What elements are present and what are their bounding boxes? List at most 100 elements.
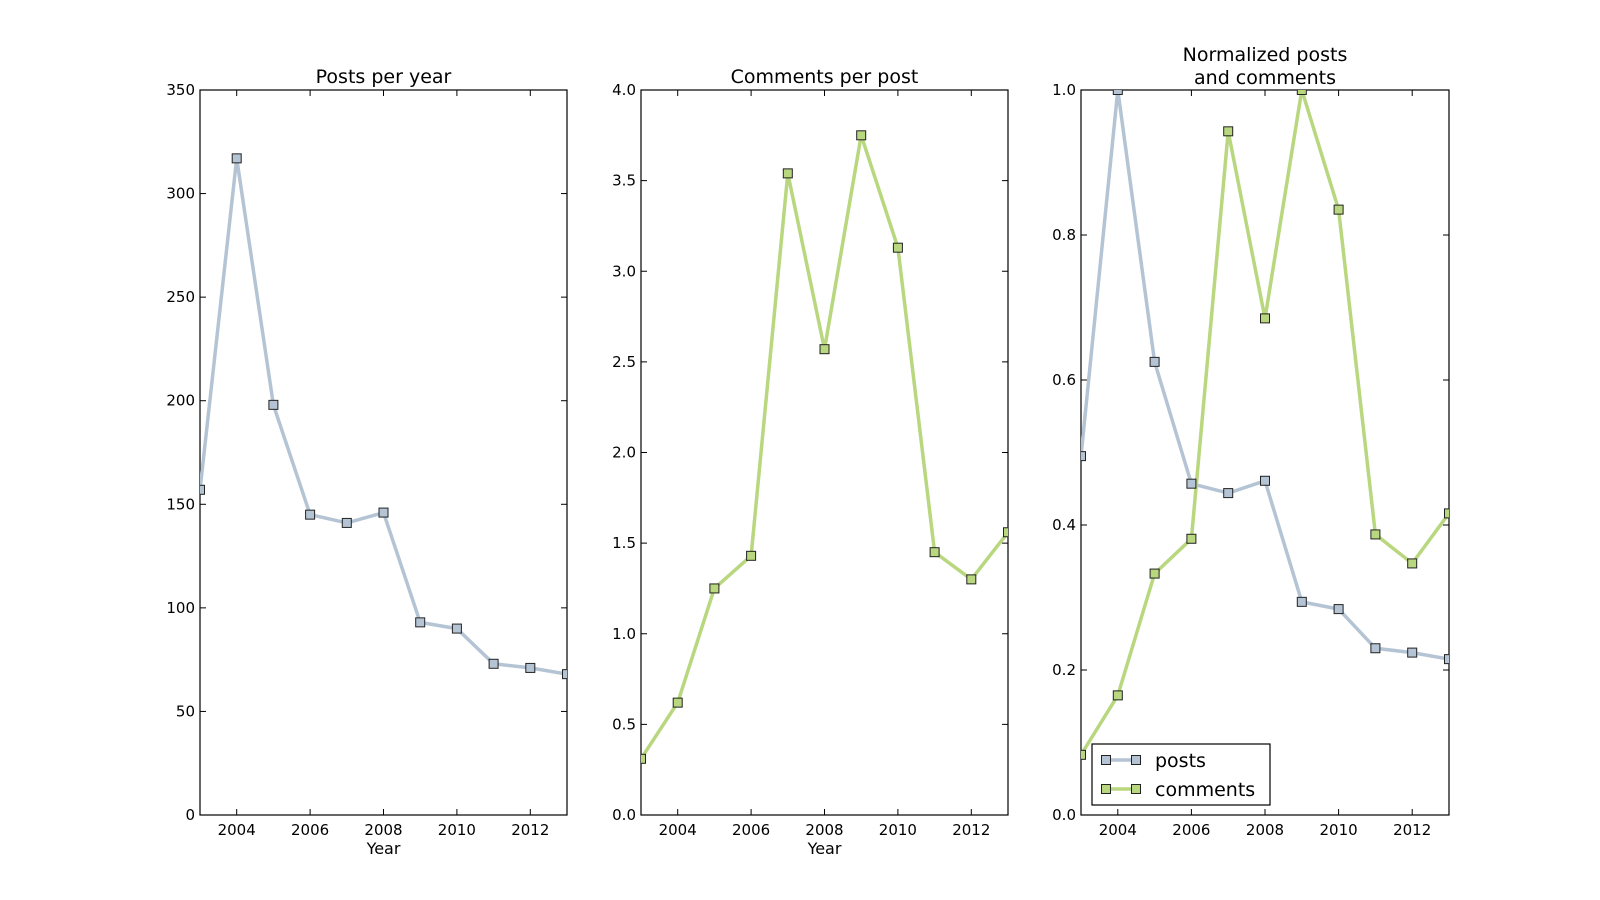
legend-label-comments: comments [1155, 779, 1255, 801]
data-point-comments [856, 130, 867, 141]
data-point-posts [1444, 654, 1449, 665]
x-tick-label: 2010 [879, 821, 917, 839]
y-tick-label: 1.5 [612, 534, 636, 552]
y-tick-label: 0 [185, 806, 195, 824]
x-tick-label: 2004 [659, 821, 697, 839]
data-point-posts [378, 507, 389, 518]
chart-posts-per-year: 2004 2006 2008 2010 2012 0 50 100 150 200 250 300 35… [166, 66, 568, 858]
data-point-posts [1223, 488, 1234, 499]
y-tick-label: 0.4 [1052, 516, 1076, 534]
y-tick-label: 0.5 [612, 715, 636, 733]
y-tick-label: 3.0 [612, 262, 636, 280]
data-point-posts [562, 669, 567, 680]
y-tick-label: 2.5 [612, 353, 636, 371]
y-tick-label: 4.0 [612, 81, 636, 99]
y-tick-label: 1.0 [612, 625, 636, 643]
x-tick-label: 2010 [1320, 821, 1358, 839]
data-point-comments [746, 550, 757, 561]
x-tick-label: 2006 [1172, 821, 1210, 839]
x-tick-label: 2006 [732, 821, 770, 839]
data-point-comments [1296, 90, 1307, 95]
data-point-comments [819, 344, 830, 355]
data-point-posts [268, 399, 279, 410]
y-tick-label: 150 [166, 495, 195, 513]
plot-area [200, 153, 567, 680]
data-point-comments [1407, 558, 1418, 569]
y-tick-label: 0.8 [1052, 226, 1076, 244]
y-tick-label: 2.0 [612, 444, 636, 462]
y-tick-label: 250 [166, 288, 195, 306]
legend-swatch-marker-posts [1101, 755, 1111, 765]
data-point-posts [415, 617, 426, 628]
data-point-comments [641, 753, 646, 764]
x-tick-label: 2008 [805, 821, 843, 839]
data-point-comments [929, 547, 940, 558]
plot-area [641, 130, 1008, 764]
y-tick-label: 200 [166, 392, 195, 410]
data-point-comments [709, 583, 720, 594]
data-point-comments [1112, 690, 1123, 701]
series-line-posts [1081, 90, 1449, 661]
x-tick-label: 2006 [291, 821, 329, 839]
chart-title-line: Normalized posts [1183, 44, 1348, 66]
data-point-comments [1370, 529, 1381, 540]
data-point-posts [305, 509, 316, 520]
y-tick-label: 50 [176, 702, 195, 720]
data-point-posts [341, 517, 352, 528]
y-tick-label: 0.6 [1052, 371, 1076, 389]
data-point-posts [1260, 475, 1270, 486]
chart-normalized-posts-and-comments: 2004 2006 2008 2010 2012 0.0 0.2 0.4 0.6 0.8 1.0 No… [1052, 44, 1450, 839]
x-tick-label: 2008 [1246, 821, 1284, 839]
data-point-comments [1186, 533, 1197, 544]
x-tick-label: 2012 [511, 821, 549, 839]
x-axis-label: Year [807, 839, 842, 858]
data-point-posts [200, 484, 205, 495]
x-axis-label: Year [366, 839, 401, 858]
x-tick-label: 2010 [438, 821, 476, 839]
data-point-posts [525, 662, 536, 673]
legend-swatch-marker-comments [1131, 784, 1141, 794]
y-tick-label: 0.0 [612, 806, 636, 824]
y-tick-label: 1.0 [1052, 81, 1076, 99]
data-point-comments [966, 574, 977, 585]
chart-title-line: and comments [1194, 67, 1336, 89]
data-point-comments [1149, 568, 1160, 579]
series-line-posts [200, 156, 567, 676]
axes-frame [1080, 89, 1450, 816]
y-tick-label: 0.2 [1052, 661, 1076, 679]
data-point-posts [1296, 596, 1307, 607]
y-tick-label: 3.5 [612, 172, 636, 190]
data-point-posts [488, 658, 499, 669]
data-point-posts [1407, 647, 1418, 658]
data-point-comments [672, 697, 683, 708]
data-point-comments [1260, 313, 1270, 324]
y-tick-label: 350 [166, 81, 195, 99]
data-point-posts [231, 153, 242, 164]
data-point-posts [1370, 643, 1381, 654]
y-tick-label: 300 [166, 185, 195, 203]
x-tick-label: 2012 [1393, 821, 1431, 839]
data-point-posts [1112, 90, 1123, 95]
chart-title: Posts per year [316, 66, 452, 88]
x-tick-label: 2012 [952, 821, 990, 839]
axes-frame [199, 89, 568, 816]
plot-area [1081, 90, 1449, 760]
data-point-comments [1003, 527, 1008, 538]
data-point-posts [1186, 478, 1197, 489]
y-tick-label: 100 [166, 599, 195, 617]
data-point-posts [451, 623, 462, 634]
legend-swatch-marker-posts [1131, 755, 1141, 765]
data-point-posts [1333, 604, 1344, 615]
data-point-comments [1223, 126, 1234, 137]
x-tick-label: 2004 [218, 821, 256, 839]
data-point-posts [1149, 356, 1160, 367]
legend-label-posts: posts [1155, 750, 1206, 772]
series-line-comments [641, 133, 1008, 760]
legend-box [1091, 743, 1271, 806]
x-tick-label: 2008 [364, 821, 402, 839]
axes-frame [640, 89, 1009, 816]
data-point-comments [782, 168, 793, 179]
data-point-comments [892, 242, 903, 253]
data-point-comments [1333, 204, 1344, 215]
